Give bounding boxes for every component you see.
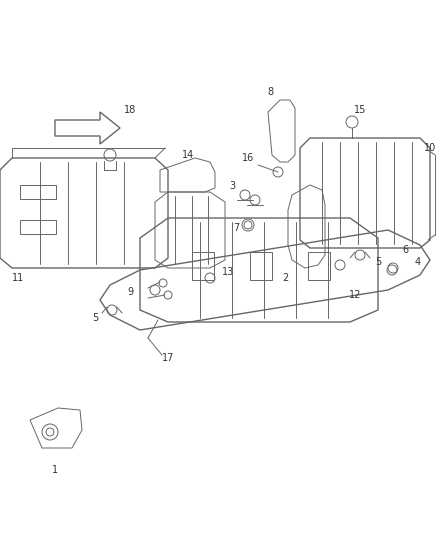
- Text: 3: 3: [229, 181, 235, 191]
- Text: 10: 10: [424, 143, 436, 153]
- Text: 13: 13: [222, 267, 234, 277]
- Text: 17: 17: [162, 353, 174, 363]
- Text: 4: 4: [415, 257, 421, 267]
- Text: 8: 8: [267, 87, 273, 97]
- Text: 5: 5: [375, 257, 381, 267]
- Text: 5: 5: [92, 313, 98, 323]
- Text: 15: 15: [354, 105, 366, 115]
- Text: 11: 11: [12, 273, 24, 283]
- Text: 7: 7: [233, 223, 239, 233]
- Text: 9: 9: [127, 287, 133, 297]
- Text: 1: 1: [52, 465, 58, 475]
- Text: 12: 12: [349, 290, 361, 300]
- Text: 16: 16: [242, 153, 254, 163]
- Text: 6: 6: [402, 245, 408, 255]
- Text: 2: 2: [282, 273, 288, 283]
- Text: 14: 14: [182, 150, 194, 160]
- Text: 18: 18: [124, 105, 136, 115]
